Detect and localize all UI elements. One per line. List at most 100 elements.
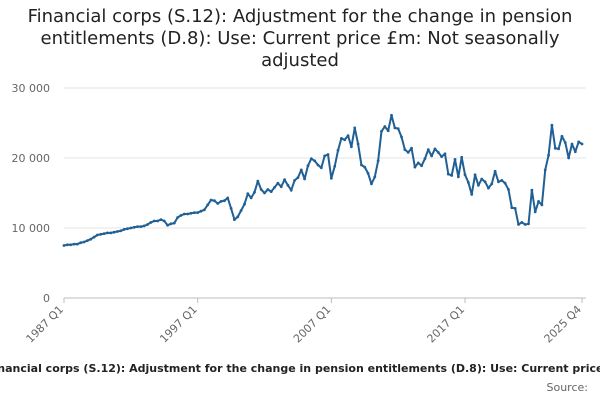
- data-point[interactable]: [567, 156, 571, 160]
- data-point[interactable]: [279, 185, 283, 189]
- data-point[interactable]: [353, 126, 357, 130]
- data-point[interactable]: [446, 172, 450, 176]
- data-point[interactable]: [266, 188, 270, 191]
- data-point[interactable]: [433, 147, 437, 151]
- data-point[interactable]: [520, 221, 524, 224]
- data-point[interactable]: [513, 207, 517, 210]
- data-point[interactable]: [293, 179, 296, 182]
- data-point[interactable]: [376, 159, 380, 163]
- data-point[interactable]: [390, 113, 393, 117]
- data-point[interactable]: [172, 221, 176, 225]
- data-point[interactable]: [72, 242, 76, 246]
- data-point[interactable]: [413, 165, 417, 169]
- data-point[interactable]: [346, 134, 350, 138]
- data-point[interactable]: [226, 196, 230, 200]
- data-point[interactable]: [276, 181, 280, 185]
- data-point[interactable]: [112, 230, 116, 234]
- data-point[interactable]: [383, 125, 387, 128]
- data-point[interactable]: [366, 172, 370, 175]
- data-point[interactable]: [142, 224, 146, 228]
- data-point[interactable]: [65, 243, 69, 247]
- data-point[interactable]: [316, 163, 320, 167]
- data-point[interactable]: [126, 227, 129, 231]
- data-point[interactable]: [410, 146, 413, 150]
- data-point[interactable]: [490, 182, 494, 186]
- data-point[interactable]: [196, 211, 200, 215]
- data-point[interactable]: [62, 244, 66, 247]
- data-point[interactable]: [136, 225, 139, 229]
- data-point[interactable]: [420, 164, 423, 168]
- data-point[interactable]: [319, 166, 323, 170]
- data-point[interactable]: [547, 153, 550, 157]
- data-point[interactable]: [577, 140, 581, 144]
- data-point[interactable]: [156, 219, 159, 223]
- data-point[interactable]: [550, 123, 554, 127]
- data-point[interactable]: [443, 152, 447, 156]
- data-point[interactable]: [223, 199, 226, 203]
- data-point[interactable]: [146, 223, 149, 226]
- data-point[interactable]: [269, 190, 273, 194]
- data-point[interactable]: [416, 161, 420, 165]
- data-point[interactable]: [256, 179, 260, 183]
- data-point[interactable]: [249, 196, 253, 200]
- data-point[interactable]: [580, 142, 584, 146]
- data-point[interactable]: [96, 233, 99, 237]
- data-point[interactable]: [557, 147, 561, 151]
- data-point[interactable]: [560, 134, 564, 138]
- data-point[interactable]: [450, 174, 454, 177]
- data-point[interactable]: [149, 221, 153, 224]
- data-point[interactable]: [333, 165, 337, 168]
- data-point[interactable]: [216, 202, 220, 205]
- data-point[interactable]: [380, 130, 383, 133]
- data-point[interactable]: [517, 223, 520, 226]
- data-point[interactable]: [497, 180, 500, 184]
- data-point[interactable]: [206, 203, 210, 207]
- data-point[interactable]: [403, 148, 407, 152]
- data-point[interactable]: [473, 173, 477, 177]
- data-point[interactable]: [456, 175, 460, 179]
- data-point[interactable]: [553, 146, 557, 150]
- data-point[interactable]: [329, 176, 333, 180]
- data-point[interactable]: [510, 206, 514, 210]
- data-point[interactable]: [350, 145, 353, 149]
- data-point[interactable]: [296, 176, 300, 180]
- data-point[interactable]: [563, 141, 567, 145]
- data-point[interactable]: [102, 232, 106, 236]
- data-point[interactable]: [360, 163, 363, 167]
- data-point[interactable]: [246, 192, 250, 196]
- data-point[interactable]: [159, 218, 163, 222]
- data-point[interactable]: [573, 150, 577, 154]
- data-point[interactable]: [82, 240, 86, 244]
- data-point[interactable]: [440, 155, 444, 159]
- data-point[interactable]: [533, 210, 537, 214]
- data-point[interactable]: [192, 211, 196, 215]
- data-point[interactable]: [507, 188, 510, 191]
- data-point[interactable]: [460, 155, 464, 159]
- data-point[interactable]: [386, 129, 390, 133]
- data-point[interactable]: [393, 126, 397, 130]
- data-point[interactable]: [309, 157, 313, 161]
- data-point[interactable]: [483, 180, 487, 184]
- data-point[interactable]: [109, 231, 113, 235]
- data-point[interactable]: [286, 183, 290, 187]
- data-point[interactable]: [69, 243, 73, 247]
- data-point[interactable]: [313, 159, 317, 163]
- data-point[interactable]: [326, 153, 330, 156]
- data-point[interactable]: [75, 242, 79, 246]
- data-point[interactable]: [470, 193, 474, 196]
- data-point[interactable]: [527, 222, 530, 226]
- data-point[interactable]: [263, 191, 266, 195]
- data-point[interactable]: [129, 226, 133, 230]
- data-point[interactable]: [463, 173, 467, 177]
- data-point[interactable]: [162, 219, 166, 223]
- data-point[interactable]: [106, 231, 109, 235]
- data-point[interactable]: [139, 225, 143, 229]
- data-point[interactable]: [85, 239, 89, 243]
- data-point[interactable]: [400, 135, 403, 139]
- data-point[interactable]: [166, 223, 170, 227]
- data-point[interactable]: [189, 211, 193, 215]
- data-point[interactable]: [89, 237, 93, 241]
- data-point[interactable]: [396, 127, 400, 130]
- data-point[interactable]: [176, 216, 180, 219]
- data-point[interactable]: [436, 151, 440, 154]
